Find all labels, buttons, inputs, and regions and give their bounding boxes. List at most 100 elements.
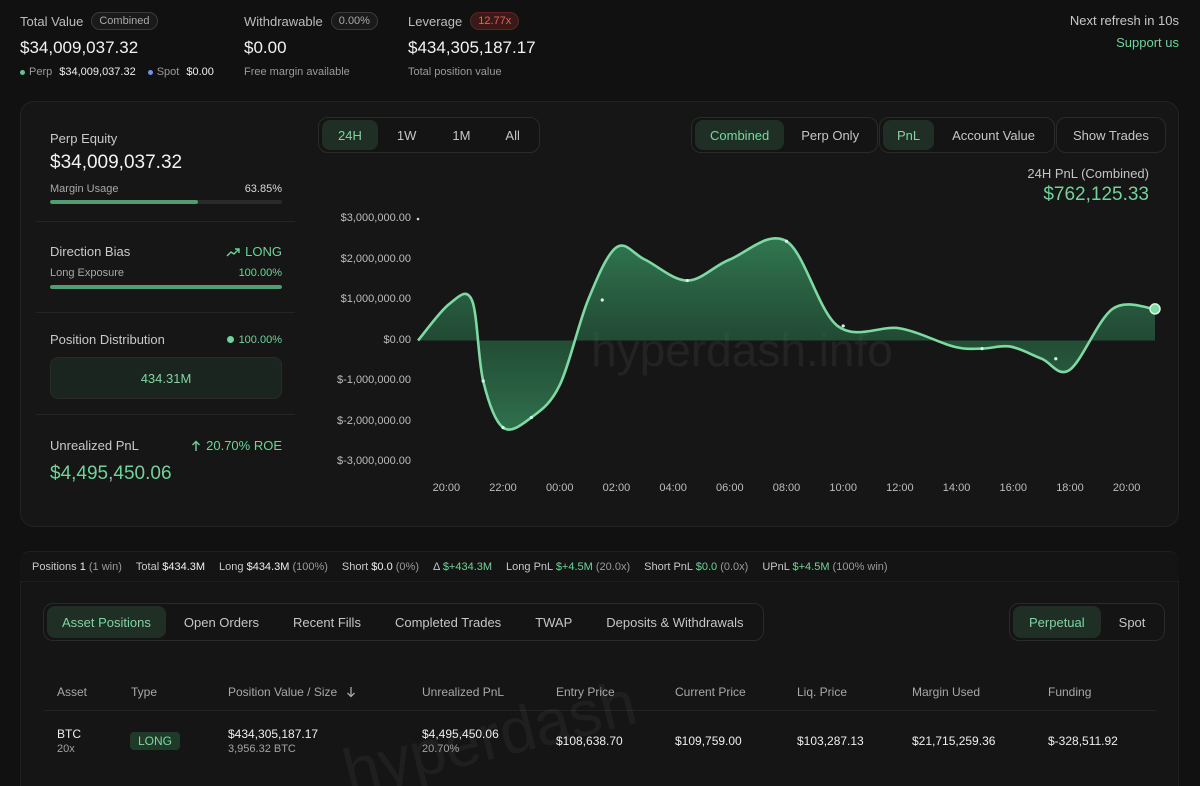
trend-up-icon [226,247,240,256]
withdrawable-sub: Free margin available [244,66,350,78]
range-1m-button[interactable]: 1M [452,127,471,143]
positions-summary: Positions 1 (1 win) Total $434.3M Long $… [20,551,1179,581]
position-distribution-block: Position Distribution 100.00% 434.31M [50,332,282,399]
header-asset[interactable]: Asset [57,685,88,699]
tab-spot[interactable]: Spot [1118,614,1146,630]
show-trades-label: Show Trades [1073,127,1149,143]
chart-total-pnl: $762,125.33 [1043,184,1149,205]
header-unrealized-pnl[interactable]: Unrealized PnL [422,685,505,699]
show-trades-button[interactable]: Show Trades [1056,117,1166,153]
summary-positions-win: (1 win) [88,560,122,573]
summary-longpnl-label: Long PnL [506,560,553,573]
withdrawable-stat: Withdrawable 0.00% $0.00 Free margin avai… [244,12,378,78]
summary-upnl-win: (100% win) [832,560,888,573]
long-exposure-bar [50,285,282,289]
refresh-timer: Next refresh in 10s [1069,13,1179,28]
perp-label: Perp [29,66,53,78]
arrow-up-icon [192,440,201,451]
tab-perpetual[interactable]: Perpetual [1013,606,1101,638]
pnl-point [529,415,533,420]
header-position-value[interactable]: Position Value / Size [228,685,356,699]
x-tick-label: 14:00 [942,482,971,494]
pnl-button[interactable]: PnL [883,120,935,150]
summary-short: $0.0 [371,560,393,573]
row-unrealized-pnl-pct: 20.70% [422,743,460,755]
perp-value: $34,009,037.32 [59,66,136,78]
y-tick-label: $3,000,000.00 [340,212,411,224]
y-tick-label: $-1,000,000.00 [336,374,411,386]
summary-total-label: Total [135,560,160,573]
range-1w-button[interactable]: 1W [396,127,417,143]
row-current-price: $109,759.00 [675,734,742,748]
tab-asset-positions[interactable]: Asset Positions [47,606,166,638]
distribution-dot-icon [226,336,234,343]
header-type[interactable]: Type [131,685,158,699]
leverage-sub: Total position value [408,66,502,78]
x-tick-label: 10:00 [829,482,857,494]
row-margin-used: $21,715,259.36 [912,734,996,748]
x-tick-label: 02:00 [602,482,631,494]
header-position-value-label: Position Value / Size [228,685,338,699]
leverage-label: Leverage [408,13,463,29]
pnl-point [980,347,984,351]
roe-value: 20.70% ROE [206,438,282,453]
y-tick-label: $-3,000,000.00 [336,455,411,467]
row-liq-price: $103,287.13 [797,734,864,748]
summary-positions-label: Positions [32,560,77,573]
summary-short-pct: (0%) [395,560,419,573]
header-entry-price[interactable]: Entry Price [556,685,615,699]
tab-open-orders[interactable]: Open Orders [183,614,260,630]
tab-completed-trades[interactable]: Completed Trades [394,614,502,630]
spot-label: Spot [156,66,180,78]
tab-deposits-withdrawals[interactable]: Deposits & Withdrawals [606,614,744,630]
positions-tabs: Asset Positions Open Orders Recent Fills… [43,603,764,641]
margin-usage-bar [50,200,282,204]
side-divider [36,312,295,313]
pnl-point [600,298,604,302]
long-exposure-label: Long Exposure [50,267,124,279]
support-link[interactable]: Support us [1116,35,1179,50]
row-asset: BTC [57,727,81,741]
summary-long-pct: (100%) [292,560,328,573]
combined-button[interactable]: Combined [695,120,785,150]
margin-usage-label: Margin Usage [50,183,119,195]
summary-upnl: $+4.5M [792,560,830,573]
range-all-button[interactable]: All [505,127,520,143]
header-margin-used[interactable]: Margin Used [912,685,981,699]
perp-only-button[interactable]: Perp Only [801,127,860,143]
total-value-label: Total Value [20,13,84,29]
row-unrealized-pnl: $4,495,450.06 [422,727,499,741]
unrealized-pnl-label: Unrealized PnL [50,438,139,453]
x-tick-label: 20:00 [432,482,461,494]
direction-bias-value: LONG [245,244,282,259]
pnl-point [481,379,485,383]
perp-dot-icon [20,69,25,75]
header-current-price[interactable]: Current Price [675,685,746,699]
row-position-size: 3,956.32 BTC [228,743,296,755]
margin-usage-fill [50,200,199,204]
long-exposure-fill [50,285,282,289]
summary-long: $434.3M [246,560,290,573]
x-tick-label: 12:00 [886,482,914,494]
row-leverage: 20x [57,743,75,755]
summary-delta-label: Δ [433,560,440,573]
metric-selector: PnL Account Value [879,117,1056,153]
distribution-box[interactable]: 434.31M [50,357,282,399]
tab-recent-fills[interactable]: Recent Fills [293,614,361,630]
position-distribution-pct: 100.00% [238,333,282,346]
summary-shortpnl-label: Short PnL [644,560,693,573]
summary-positions-count: 1 [79,560,86,573]
header-funding[interactable]: Funding [1048,685,1092,699]
tab-twap[interactable]: TWAP [535,614,573,630]
total-value-stat: Total Value Combined $34,009,037.32 Perp … [20,12,214,78]
account-value-button[interactable]: Account Value [952,127,1036,143]
axis-top-dot [416,217,420,221]
x-tick-label: 18:00 [1056,482,1084,494]
pnl-point [685,278,689,283]
range-24h-button[interactable]: 24H [322,120,378,150]
withdrawable-badge: 0.00% [330,12,378,30]
pnl-endpoint[interactable] [1149,303,1161,315]
perp-equity-label: Perp Equity [50,131,118,146]
header-liq-price[interactable]: Liq. Price [797,685,848,699]
